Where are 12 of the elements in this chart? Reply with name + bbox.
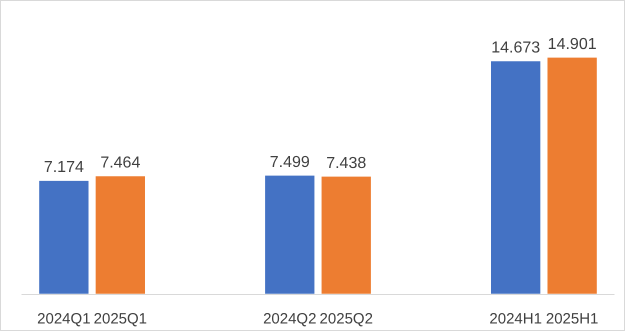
data-label: 7.499 xyxy=(270,154,310,171)
x-tick-label: 2024Q1 xyxy=(37,310,91,328)
data-label: 14.901 xyxy=(548,36,597,53)
x-tick-label: 2024Q2 xyxy=(263,310,316,328)
data-label: 7.438 xyxy=(326,154,366,172)
x-tick-label: 2025H1 xyxy=(546,310,598,328)
x-tick-label: 2025Q2 xyxy=(320,310,373,328)
data-label: 14.673 xyxy=(491,40,540,57)
x-tick-label: 2025Q1 xyxy=(94,310,148,328)
data-label: 7.464 xyxy=(100,154,140,172)
data-label: 7.174 xyxy=(44,159,84,176)
x-tick-label: 2024H1 xyxy=(489,310,542,328)
